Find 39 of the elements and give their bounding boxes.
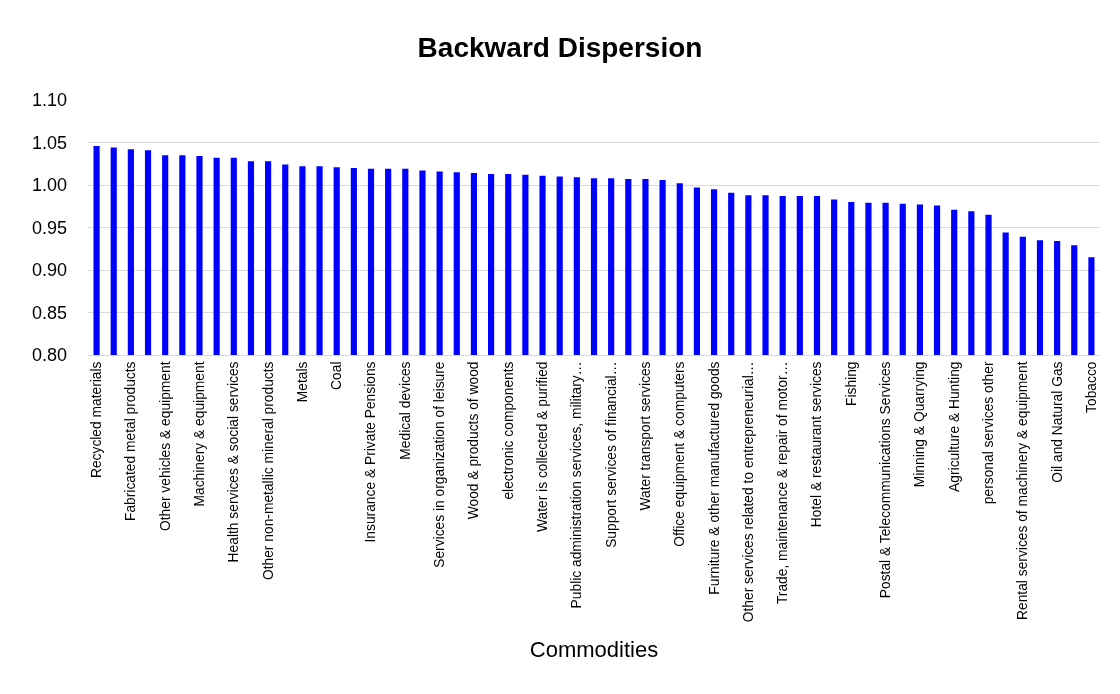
x-tick-label: electronic components [500,361,516,500]
x-tick-label: Other vehicles & equipment [157,361,173,531]
x-tick-label: Medical devices [397,361,413,460]
y-tick-label: 0.95 [31,217,67,238]
x-tick-label: Machinery & equipment [191,361,207,507]
y-tick-label: 0.90 [31,260,67,281]
y-tick-label: 0.85 [31,302,67,323]
x-tick-label: Fabricated metal products [123,361,139,522]
x-tick-label: Coal [329,361,345,390]
x-tick-label: Furniture & other manufactured goods [706,361,722,595]
x-tick-label: Services in organization of leisure [432,361,448,568]
chart-title: Backward Dispersion [417,31,703,63]
x-tick-label: Tobacco [1083,361,1099,413]
y-tick-label: 1.00 [31,175,67,196]
x-tick-label: Insurance & Private Pensions [363,361,379,543]
x-tick-label: Health services & social services [226,361,242,563]
x-tick-label: Minning & Quarrying [912,361,928,488]
x-tick-label: Hotel & restaurant services [809,361,825,528]
y-tick-label: 1.10 [31,90,67,111]
x-tick-label: Recycled materials [89,361,105,479]
x-tick-label: Metals [294,361,310,403]
x-tick-label: Office equipment & computers [672,361,688,547]
x-tick-label: Rental services of machinery & equipment [1015,361,1031,620]
x-tick-label: Public administration services, military… [569,361,585,609]
x-tick-label: Postal & Telecommunications Services [878,361,894,599]
x-tick-label: Water transport services [637,361,653,511]
x-tick-label: Fishing [843,361,859,406]
x-tick-label: Agriculture & Hunting [946,361,962,492]
y-tick-label: 0.80 [31,345,67,366]
x-axis-title: Commodities [529,637,659,663]
y-tick-label: 1.05 [31,132,67,153]
x-tick-label: personal services other [981,361,996,505]
x-tick-label: Support services of financial… [603,361,619,548]
x-tick-label: Wood & products of wood [466,361,482,520]
x-tick-label: Other services related to entrepreneurial… [740,361,756,623]
x-tick-label: Oil and Natural Gas [1049,361,1065,483]
x-tick-label: Water is collected & purified [535,361,551,533]
x-tick-label: Other non-metallic mineral products [260,361,276,581]
x-tick-label: Trade, maintenance & repair of motor… [775,361,791,605]
